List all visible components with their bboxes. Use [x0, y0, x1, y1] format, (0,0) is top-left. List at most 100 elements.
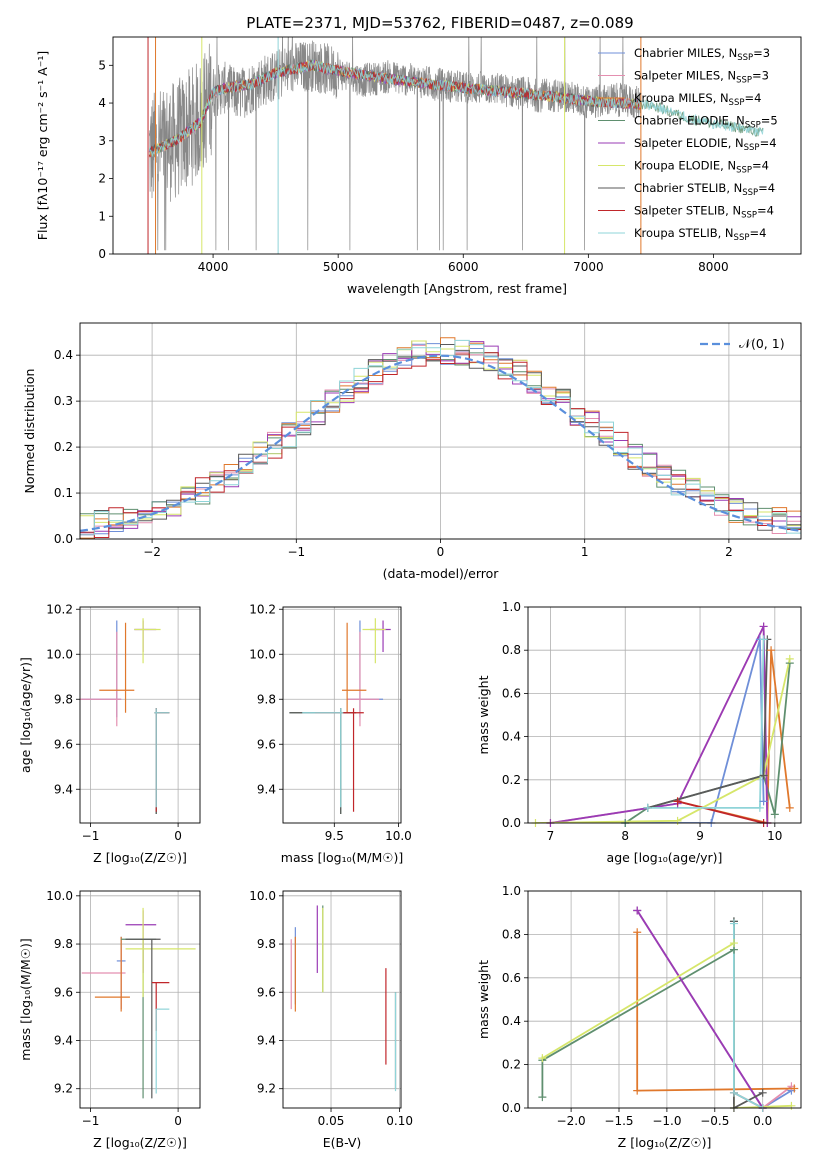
ytick-label: 0.8	[502, 927, 521, 941]
weight-marker-kroupa-miles	[790, 1084, 799, 1093]
figure-title: PLATE=2371, MJD=53762, FIBERID=0487, z=0…	[246, 14, 633, 32]
legend-label-main: Salpeter STELIB, N	[634, 204, 741, 218]
y-axis-label: mass weight	[476, 960, 491, 1039]
ticks-age_vs_Z: −1 0 9.4 9.6 9.8 10.0 10.2	[46, 602, 182, 843]
weight-line-salpeter-elodie	[636, 910, 764, 1108]
ytick-label: 0.4	[502, 1014, 521, 1028]
plot-area-age_vs_mass	[289, 618, 391, 814]
ytick-label: 5	[98, 58, 106, 72]
xtick-label: −1	[82, 829, 100, 843]
ytick-label: 0.0	[502, 816, 521, 830]
ticks-age_vs_mass: 9.5 10.0 9.4 9.6 9.8 10.0 10.2	[249, 602, 412, 843]
axes-age_vs_mass: 9.5 10.0 9.4 9.6 9.8 10.0 10.2 mass [log₁₀(M/M☉…	[249, 602, 412, 865]
x-axis-label: (data-model)/error	[383, 566, 500, 581]
ytick-label: 10.0	[46, 647, 73, 661]
xtick-label: 8000	[698, 260, 729, 274]
ytick-label: 9.8	[257, 692, 276, 706]
legend-label-main: Chabrier STELIB, N	[634, 181, 742, 195]
residual-histogram-salpeter-stelib	[80, 352, 801, 538]
xtick-label: −1	[287, 545, 305, 559]
axes-spectrum: 4000 5000 6000 7000 8000 0 1 2 3 4 5 wavelength [An…	[35, 36, 802, 296]
legend-label-end: =4	[744, 91, 761, 105]
legend-label-main: Kroupa MILES, N	[634, 91, 729, 105]
legend-label-end: =4	[757, 204, 774, 218]
x-axis-label: wavelength [Angstrom, rest frame]	[347, 281, 567, 296]
axes-frame	[79, 890, 201, 1109]
ylabel-part: Flux [f	[35, 200, 50, 240]
x-axis-label: mass [log₁₀(M/M☉)]	[281, 850, 403, 865]
legend-label: Salpeter MILES, NSSP=3	[634, 69, 769, 86]
legend-label-main: Kroupa STELIB, N	[634, 226, 734, 240]
xtick-label: 10	[767, 829, 782, 843]
legend-label-sub: SSP	[745, 121, 761, 131]
xtick-label: 10.0	[385, 829, 412, 843]
weight-line-chabrier-miles	[636, 910, 792, 1108]
y-axis-label: mass weight	[476, 675, 491, 754]
weight-marker-kroupa-elodie	[538, 1054, 547, 1063]
ytick-label: 9.4	[257, 782, 276, 796]
ytick-label: 0.0	[54, 532, 73, 546]
legend-label-sub: SSP	[729, 98, 745, 108]
ticks-weight_vs_age: 7 8 9 10 0.0 0.2 0.4 0.6 0.8 1.0	[502, 600, 783, 843]
ytick-label: 0.0	[502, 1101, 521, 1115]
y-axis-label: age [log₁₀(age/yr)]	[18, 657, 33, 773]
axes-mass_vs_Z: −1 0 9.2 9.4 9.6 9.8 10.0 Z [log₁₀(Z/Z☉)] mass […	[18, 889, 201, 1150]
legend-label-end: =4	[749, 226, 766, 240]
ytick-label: 9.6	[257, 737, 276, 751]
plot-area-mass_vs_Z	[81, 907, 196, 1099]
ytick-label: 9.6	[257, 985, 276, 999]
weight-marker-kroupa-elodie	[729, 939, 738, 948]
ytick-label: 9.2	[257, 1082, 276, 1096]
ytick-label: 0.2	[502, 1058, 521, 1072]
weight-line-salpeter-miles	[550, 626, 769, 823]
ytick-label: 0.2	[54, 440, 73, 454]
ytick-label: 10.0	[249, 647, 276, 661]
plot-area-weight_vs_Z	[541, 910, 795, 1108]
axes-frame	[79, 322, 802, 540]
xtick-label: 5000	[323, 260, 354, 274]
axes-frame	[527, 890, 802, 1109]
legend-label-sub: SSP	[734, 233, 750, 243]
weight-marker-kroupa-stelib	[729, 919, 738, 928]
ytick-label: 9.8	[54, 692, 73, 706]
ytick-label: 0	[98, 247, 106, 261]
observed-spectrum	[148, 37, 642, 251]
weight-line-chabrier-stelib	[733, 921, 764, 1108]
axes-mass_vs_ebv: 0.05 0.10 9.2 9.4 9.6 9.8 10.0 E(B-V)	[249, 889, 413, 1150]
legend-label-sub: SSP	[744, 143, 760, 153]
weight-line-salpeter-elodie	[550, 626, 769, 823]
axes-frame	[527, 606, 802, 824]
xtick-label: 1	[581, 545, 589, 559]
legend-label: Kroupa STELIB, NSSP=4	[634, 226, 766, 243]
x-axis-label: Z [log₁₀(Z/Z☉)]	[93, 1135, 187, 1150]
weight-marker-kroupa-miles	[785, 803, 794, 812]
xtick-label: 0.05	[318, 1114, 345, 1128]
plot-area-mass_vs_ebv	[290, 905, 397, 1092]
ytick-label: 0.8	[502, 643, 521, 657]
ytick-label: 10.0	[249, 889, 276, 903]
weight-line-salpeter-stelib	[677, 800, 764, 823]
plot-area-spectrum	[147, 37, 764, 254]
y-axis-label: Flux [fλ10⁻¹⁷ erg cm⁻² s⁻¹ A⁻¹]	[35, 51, 50, 240]
weight-marker-salpeter-stelib	[673, 797, 682, 806]
legend-label: Kroupa MILES, NSSP=4	[634, 91, 761, 108]
ytick-label: 9.4	[54, 1033, 73, 1047]
ytick-label: 3	[98, 134, 106, 148]
ytick-label: 9.8	[54, 937, 73, 951]
xtick-label: 2	[725, 545, 733, 559]
axes-frame	[112, 36, 802, 255]
xtick-label: 6000	[448, 260, 479, 274]
weight-marker-kroupa-elodie	[787, 1101, 796, 1110]
xtick-label: 7000	[573, 260, 604, 274]
legend-label-end: =3	[752, 69, 769, 83]
ticks-residuals: −2 −1 0 1 2 0.0 0.1 0.2 0.3 0.4	[54, 348, 733, 559]
legend-label-sub: SSP	[741, 211, 757, 221]
ytick-label: 1.0	[502, 884, 521, 898]
axes-frame	[282, 890, 402, 1109]
xtick-label: 0.0	[753, 1114, 772, 1128]
ytick-label: 1	[98, 209, 106, 223]
legend-label-sub: SSP	[737, 53, 753, 63]
